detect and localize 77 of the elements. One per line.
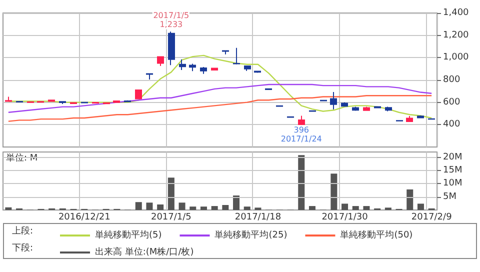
bar bbox=[135, 202, 142, 210]
line-series bbox=[8, 84, 432, 113]
bar bbox=[406, 189, 414, 210]
y-tick-label: 15M bbox=[443, 165, 462, 176]
candlestick bbox=[179, 58, 186, 70]
candlestick bbox=[352, 106, 359, 112]
y-tick-label: 600 bbox=[443, 97, 460, 108]
line-series bbox=[8, 95, 432, 122]
legend-label: 単純移動平均(5) bbox=[95, 230, 162, 240]
bar bbox=[178, 202, 186, 210]
candlestick bbox=[16, 100, 23, 103]
candlestick bbox=[417, 115, 424, 119]
x-tick-label: 2017/2/9 bbox=[411, 212, 452, 222]
annotation: 2017/1/24 bbox=[280, 134, 322, 144]
candlestick bbox=[135, 89, 142, 100]
bar bbox=[352, 206, 359, 210]
x-tick-label: 2016/12/21 bbox=[58, 212, 110, 222]
candlestick bbox=[124, 100, 131, 102]
legend-label: 単純移動平均(25) bbox=[214, 230, 288, 240]
x-tick-label: 2017/1/30 bbox=[322, 212, 368, 222]
y-tick-label: 20M bbox=[443, 152, 462, 162]
bar bbox=[190, 206, 196, 210]
legend-label: 出来高 単位:(M株/口/枚) bbox=[95, 246, 194, 258]
x-tick-label: 2017/1/5 bbox=[150, 212, 192, 222]
bar bbox=[5, 207, 12, 210]
candlestick bbox=[200, 66, 207, 74]
candlestick bbox=[37, 100, 44, 104]
annotation: 1,233 bbox=[160, 20, 183, 30]
y-tick-label: 1,000 bbox=[443, 52, 470, 63]
candlestick bbox=[5, 96, 12, 102]
candlestick bbox=[363, 106, 370, 112]
y-tick-label: 1,400 bbox=[443, 8, 470, 18]
bar bbox=[222, 204, 229, 210]
bar bbox=[200, 206, 207, 210]
candlestick bbox=[385, 106, 392, 112]
y-tick-label: 1,200 bbox=[443, 30, 470, 40]
candlestick bbox=[211, 68, 218, 72]
y-tick-label: 5M bbox=[443, 192, 456, 202]
candlestick bbox=[189, 63, 196, 72]
candlestick bbox=[59, 100, 66, 105]
candlestick bbox=[48, 99, 55, 102]
candlestick bbox=[113, 100, 120, 104]
bar bbox=[298, 155, 305, 210]
y-tick-label: 10M bbox=[443, 178, 462, 189]
line-series bbox=[8, 54, 432, 119]
annotation: 396 bbox=[294, 126, 310, 135]
candlestick bbox=[27, 100, 34, 104]
annotation: 2017/1/5 bbox=[153, 11, 190, 20]
candlestick bbox=[233, 47, 240, 65]
bar bbox=[363, 206, 370, 210]
candlestick bbox=[330, 92, 337, 110]
candlestick bbox=[222, 50, 229, 55]
bar bbox=[330, 174, 338, 210]
candlestick bbox=[146, 73, 153, 80]
bar bbox=[417, 204, 424, 210]
candlestick bbox=[157, 56, 164, 67]
legend-title: 下段: bbox=[12, 242, 34, 254]
bar bbox=[168, 178, 174, 210]
bar bbox=[233, 196, 240, 210]
candlestick bbox=[70, 102, 77, 105]
candlestick bbox=[244, 64, 251, 72]
bar bbox=[308, 206, 316, 210]
candlestick bbox=[406, 115, 413, 122]
bar bbox=[342, 204, 348, 210]
y-tick-label: 800 bbox=[443, 75, 460, 85]
bar bbox=[211, 206, 218, 210]
bar bbox=[157, 204, 164, 210]
candlestick bbox=[298, 115, 305, 126]
candlestick bbox=[81, 101, 88, 104]
legend-label: 単純移動平均(50) bbox=[340, 230, 413, 240]
y-tick-label: 400 bbox=[443, 120, 460, 130]
bar bbox=[146, 202, 153, 210]
x-tick-label: 2017/1/18 bbox=[234, 212, 282, 222]
candlestick bbox=[341, 102, 348, 108]
bar bbox=[244, 206, 250, 210]
candlestick bbox=[168, 31, 175, 66]
legend-title: 上段: bbox=[12, 226, 34, 236]
